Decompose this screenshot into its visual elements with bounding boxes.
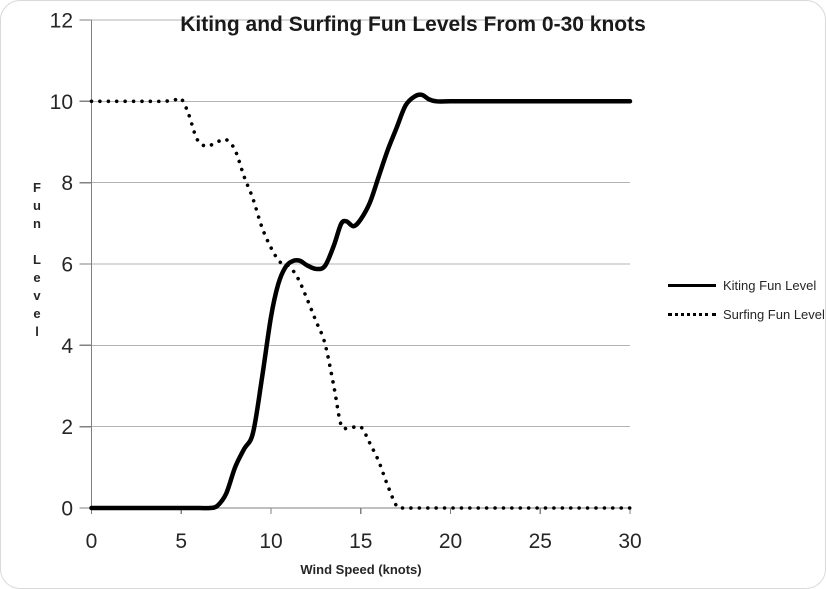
kiting-fun-level-line [89,92,633,511]
legend-item-kiting: Kiting Fun Level [668,271,825,300]
y-tick-label: 12 [50,10,73,33]
x-tick-label: 20 [439,530,462,553]
y-tick-label: 0 [61,498,73,521]
surfing-fun-level-line [89,96,632,511]
y-tick-label: 8 [61,172,73,195]
x-tick-label: 5 [175,530,187,553]
x-tick-label: 30 [618,530,641,553]
x-tick-label: 25 [529,530,552,553]
y-tick-label: 4 [61,335,73,358]
legend-label-surfing: Surfing Fun Level [723,307,825,322]
dotted-line-swatch-icon [668,313,716,316]
x-axis-title: Wind Speed (knots) [300,562,422,577]
y-tick-label: 2 [61,416,73,439]
legend: Kiting Fun Level Surfing Fun Level [668,271,825,329]
chart-title: Kiting and Surfing Fun Levels From 0-30 … [180,13,646,36]
x-tick-label: 0 [86,530,98,553]
y-axis-title: F u n L e v e l [33,180,41,339]
y-tick-label: 10 [50,91,73,114]
x-tick-label: 15 [349,530,372,553]
y-tick-label: 6 [61,254,73,277]
legend-label-kiting: Kiting Fun Level [723,278,817,293]
x-tick-label: 10 [259,530,282,553]
legend-item-surfing: Surfing Fun Level [668,300,825,329]
solid-line-swatch-icon [668,284,716,287]
